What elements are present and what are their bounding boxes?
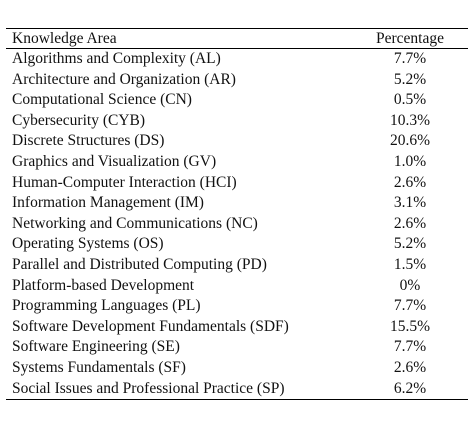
percentage-cell: 5.2% <box>393 70 427 88</box>
table-row: Operating Systems (OS) 5.2% <box>6 234 468 255</box>
area-cell: Graphics and Visualization (GV) <box>12 152 217 170</box>
area-cell: Software Development Fundamentals (SDF) <box>12 317 289 335</box>
percentage-cell: 1.0% <box>393 152 427 170</box>
table-row: Programming Languages (PL) 7.7% <box>6 296 468 317</box>
header-row: Knowledge Area Percentage <box>6 28 468 49</box>
table-row: Software Engineering (SE) 7.7% <box>6 337 468 358</box>
table-row: Computational Science (CN) 0.5% <box>6 90 468 111</box>
table-row: Discrete Structures (DS) 20.6% <box>6 131 468 152</box>
header-cell: Percentage <box>376 30 444 47</box>
percentage-cell: 3.1% <box>393 194 427 212</box>
area-cell: Information Management (IM) <box>12 194 204 212</box>
table-row: Parallel and Distributed Computing (PD) 1… <box>6 255 468 276</box>
table-row: Information Management (IM) 3.1% <box>6 193 468 214</box>
percentage-cell: 5.2% <box>393 235 427 253</box>
area-cell: Networking and Communications (NC) <box>12 214 258 232</box>
area-cell: Human-Computer Interaction (HCI) <box>12 173 237 191</box>
percentage-cell: 20.6% <box>389 132 431 150</box>
table-row: Algorithms and Complexity (AL) 7.7% <box>6 49 468 70</box>
table-row: Graphics and Visualization (GV) 1.0% <box>6 152 468 173</box>
percentage-cell: 6.2% <box>393 379 427 397</box>
area-cell: Software Engineering (SE) <box>12 338 180 356</box>
area-cell: Programming Languages (PL) <box>12 297 201 315</box>
area-cell: Operating Systems (OS) <box>12 235 164 253</box>
percentage-cell: 0% <box>399 276 421 294</box>
percentage-cell: 1.5% <box>393 255 427 273</box>
area-cell: Systems Fundamentals (SF) <box>12 358 186 376</box>
area-cell: Platform-based Development <box>12 276 195 294</box>
area-cell: Cybersecurity (CYB) <box>12 111 146 129</box>
area-cell: Parallel and Distributed Computing (PD) <box>12 255 267 273</box>
table-header: Knowledge Area Percentage <box>6 28 468 49</box>
percentage-cell: 7.7% <box>393 50 427 67</box>
table-row: Human-Computer Interaction (HCI) 2.6% <box>6 173 468 194</box>
table-row: Architecture and Organization (AR) 5.2% <box>6 70 468 91</box>
table-body: Algorithms and Complexity (AL) 7.7% Archit… <box>6 49 468 400</box>
area-cell: Discrete Structures (DS) <box>12 132 165 150</box>
table-row: Software Development Fundamentals (SDF) 1… <box>6 317 468 338</box>
knowledge-table: Knowledge Area Percentage Algorithms and… <box>6 28 468 400</box>
percentage-cell: 2.6% <box>393 358 427 376</box>
table-row: Platform-based Development 0% <box>6 276 468 297</box>
table-row: Systems Fundamentals (SF) 2.6% <box>6 358 468 379</box>
table-row: Social Issues and Professional Practice … <box>6 379 468 400</box>
percentage-cell: 10.3% <box>389 111 431 129</box>
percentage-cell: 15.5% <box>389 317 431 335</box>
header-cell: Knowledge Area <box>12 30 117 47</box>
table-row: Cybersecurity (CYB) 10.3% <box>6 111 468 132</box>
area-cell: Algorithms and Complexity (AL) <box>12 50 221 67</box>
percentage-cell: 7.7% <box>393 297 427 315</box>
table-row: Networking and Communications (NC) 2.6% <box>6 214 468 235</box>
area-cell: Architecture and Organization (AR) <box>12 70 236 88</box>
percentage-cell: 7.7% <box>393 338 427 356</box>
percentage-cell: 0.5% <box>393 91 427 109</box>
area-cell: Social Issues and Professional Practice … <box>12 379 285 397</box>
percentage-cell: 2.6% <box>393 173 427 191</box>
area-cell: Computational Science (CN) <box>12 91 192 109</box>
percentage-cell: 2.6% <box>393 214 427 232</box>
